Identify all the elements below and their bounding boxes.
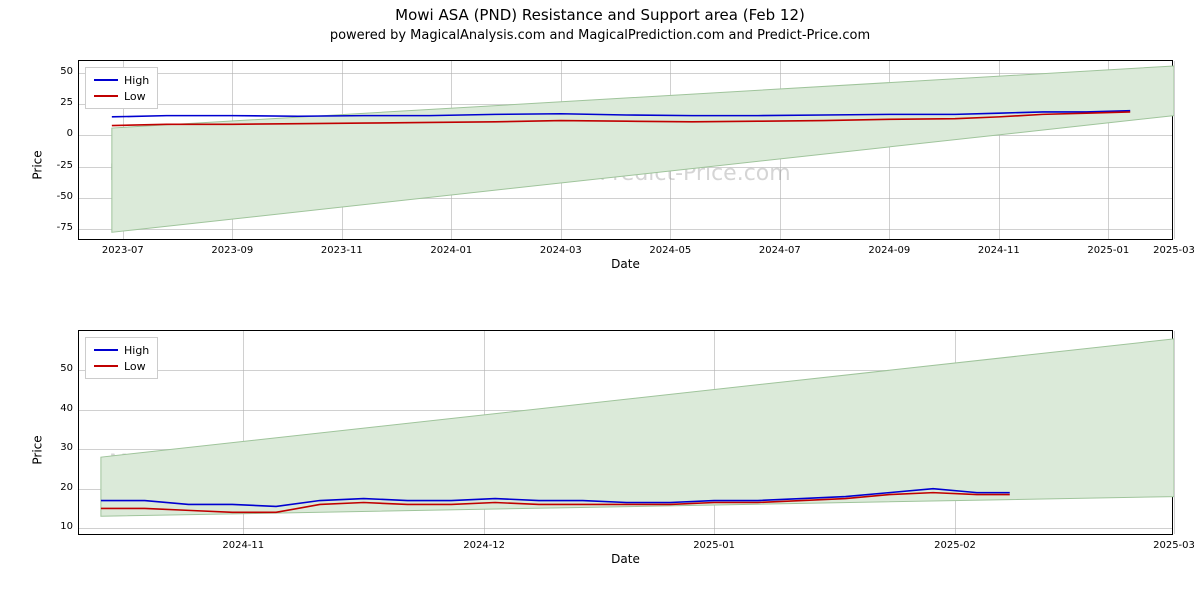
- legend-item-high: High: [94, 72, 149, 88]
- legend-item-high: High: [94, 342, 149, 358]
- x-tick-label: 2023-07: [102, 245, 144, 256]
- legend-swatch-high: [94, 79, 118, 81]
- legend-item-low: Low: [94, 358, 149, 374]
- chart-subtitle: powered by MagicalAnalysis.com and Magic…: [0, 24, 1200, 47]
- legend-label-low: Low: [124, 90, 146, 103]
- legend-label-low: Low: [124, 360, 146, 373]
- x-tick-label: 2024-05: [649, 245, 691, 256]
- y-tick-label: 50: [33, 363, 73, 374]
- y-tick-label: 10: [33, 521, 73, 532]
- legend-item-low: Low: [94, 88, 149, 104]
- x-axis-label-bottom: Date: [78, 552, 1173, 566]
- x-tick-label: 2024-01: [430, 245, 472, 256]
- legend-swatch-low: [94, 95, 118, 97]
- x-tick-label: 2024-03: [540, 245, 582, 256]
- x-tick-label: 2025-02: [934, 540, 976, 551]
- x-tick-label: 2024-07: [759, 245, 801, 256]
- y-tick-label: 30: [33, 442, 73, 453]
- y-tick-label: 25: [33, 97, 73, 108]
- legend-bottom: High Low: [85, 337, 158, 379]
- legend-swatch-low: [94, 365, 118, 367]
- x-tick-label: 2024-11: [978, 245, 1020, 256]
- chart-svg-bottom: [79, 331, 1174, 536]
- x-tick-label: 2023-11: [321, 245, 363, 256]
- chart-panel-bottom: High Low MagicalAnalysis.com MagicalPred…: [78, 330, 1173, 570]
- x-tick-label: 2023-09: [211, 245, 253, 256]
- legend-label-high: High: [124, 74, 149, 87]
- chart-container: Mowi ASA (PND) Resistance and Support ar…: [0, 0, 1200, 600]
- y-tick-label: 20: [33, 482, 73, 493]
- y-tick-label: -25: [33, 160, 73, 171]
- legend-top: High Low: [85, 67, 158, 109]
- x-tick-label: 2025-03: [1153, 540, 1195, 551]
- x-tick-label: 2025-03: [1153, 245, 1195, 256]
- chart-title: Mowi ASA (PND) Resistance and Support ar…: [0, 0, 1200, 24]
- x-tick-label: 2024-11: [222, 540, 264, 551]
- plot-area-top: High Low MagicalAnalysis.com MagicalPred…: [78, 60, 1173, 240]
- y-tick-label: 40: [33, 403, 73, 414]
- plot-area-bottom: High Low MagicalAnalysis.com MagicalPred…: [78, 330, 1173, 535]
- chart-svg-top: [79, 61, 1174, 241]
- y-tick-label: 0: [33, 128, 73, 139]
- x-tick-label: 2024-09: [868, 245, 910, 256]
- y-tick-label: 50: [33, 66, 73, 77]
- legend-swatch-high: [94, 349, 118, 351]
- x-tick-label: 2025-01: [693, 540, 735, 551]
- x-tick-label: 2025-01: [1087, 245, 1129, 256]
- x-axis-label-top: Date: [78, 257, 1173, 271]
- y-tick-label: -50: [33, 191, 73, 202]
- y-tick-label: -75: [33, 222, 73, 233]
- chart-panel-top: High Low MagicalAnalysis.com MagicalPred…: [78, 60, 1173, 270]
- x-tick-label: 2024-12: [463, 540, 505, 551]
- legend-label-high: High: [124, 344, 149, 357]
